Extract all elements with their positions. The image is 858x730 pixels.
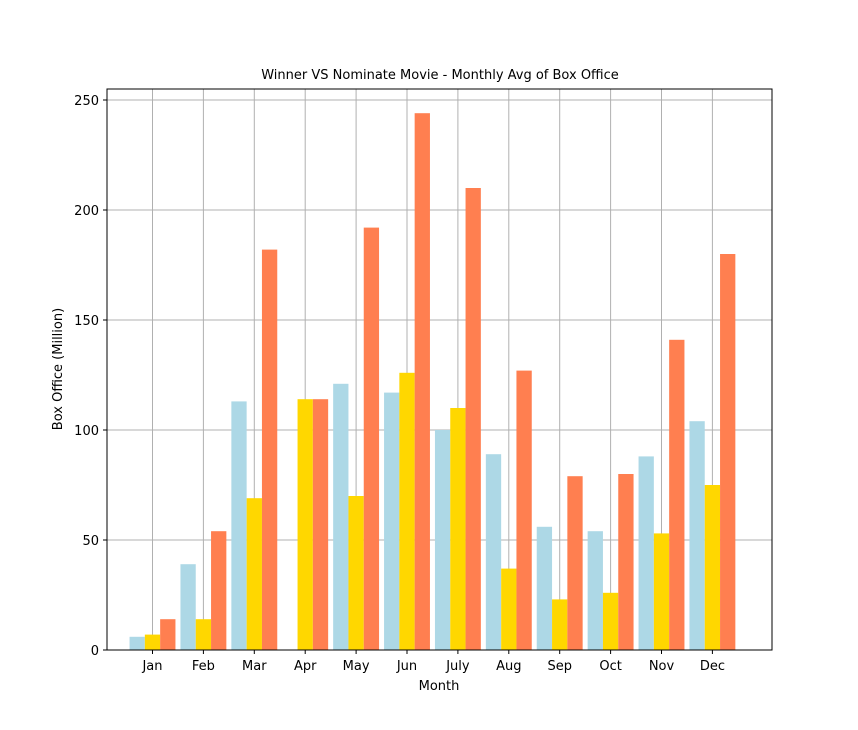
bar-jun-series-2 <box>399 372 415 650</box>
x-tick-label: Aug <box>496 659 521 674</box>
bar-feb-series-1 <box>180 564 196 650</box>
bar-may-series-1 <box>333 383 349 650</box>
x-tick-label: Apr <box>294 659 317 674</box>
bar-mar-series-3 <box>261 249 278 650</box>
bar-jan-series-2 <box>144 634 161 650</box>
bar-jan-series-1 <box>129 636 145 650</box>
x-tick-label: Dec <box>700 659 725 674</box>
x-tick-label: Jan <box>141 659 162 674</box>
bar-dec-series-1 <box>689 421 705 650</box>
x-tick-label: Mar <box>242 659 267 674</box>
bar-may-series-2 <box>348 496 364 650</box>
bar-sep-series-2 <box>552 599 568 650</box>
y-axis-label: Box Office (Million) <box>51 308 66 430</box>
bar-dec-series-3 <box>720 254 736 650</box>
y-tick-label: 100 <box>74 424 99 439</box>
plot-frame <box>106 88 773 651</box>
bar-mar-series-2 <box>246 498 262 650</box>
y-tick-label: 200 <box>74 204 99 219</box>
bar-nov-series-2 <box>653 533 670 650</box>
x-tick-label: Feb <box>192 659 215 674</box>
bar-sep-series-1 <box>536 526 553 650</box>
x-axis-label: Month <box>419 679 460 694</box>
x-tick-label: May <box>343 659 370 674</box>
bar-mar-series-1 <box>231 401 247 650</box>
y-tick-label: 150 <box>74 314 99 329</box>
bar-jun-series-1 <box>384 392 400 650</box>
bar-aug-series-3 <box>516 370 532 650</box>
y-tick-label: 250 <box>74 94 99 109</box>
chart-title: Winner VS Nominate Movie - Monthly Avg o… <box>261 68 619 83</box>
bar-nov-series-1 <box>638 456 654 650</box>
axes-layer: Jan Feb Mar Apr May Jun July Aug Sep Oct Nov Dec 0 50… <box>74 94 725 674</box>
bar-jan-series-3 <box>160 619 176 650</box>
x-tick-label: Sep <box>547 659 572 674</box>
x-tick-label: Jun <box>396 659 417 674</box>
bar-aug-series-2 <box>501 568 517 650</box>
bar-oct-series-1 <box>587 531 603 650</box>
bar-feb-series-2 <box>195 619 212 650</box>
bars-layer <box>129 113 736 650</box>
x-tick-label: July <box>445 659 470 674</box>
bar-oct-series-3 <box>618 474 634 650</box>
bar-feb-series-3 <box>211 531 227 650</box>
bar-dec-series-2 <box>704 485 721 650</box>
bar-july-series-3 <box>465 188 481 650</box>
bar-may-series-3 <box>363 227 380 650</box>
x-tick-label: Oct <box>599 659 621 674</box>
x-tick-label: Nov <box>649 659 675 674</box>
bar-apr-series-2 <box>297 399 313 650</box>
bar-oct-series-2 <box>602 592 619 650</box>
bar-aug-series-1 <box>485 454 502 650</box>
bar-july-series-2 <box>450 408 466 650</box>
bar-nov-series-3 <box>669 339 685 650</box>
y-tick-label: 0 <box>91 644 99 659</box>
bar-jun-series-3 <box>414 113 430 650</box>
y-tick-label: 50 <box>82 534 99 549</box>
bar-apr-series-3 <box>312 399 329 650</box>
bar-july-series-1 <box>434 430 451 650</box>
bar-sep-series-3 <box>567 476 583 650</box>
